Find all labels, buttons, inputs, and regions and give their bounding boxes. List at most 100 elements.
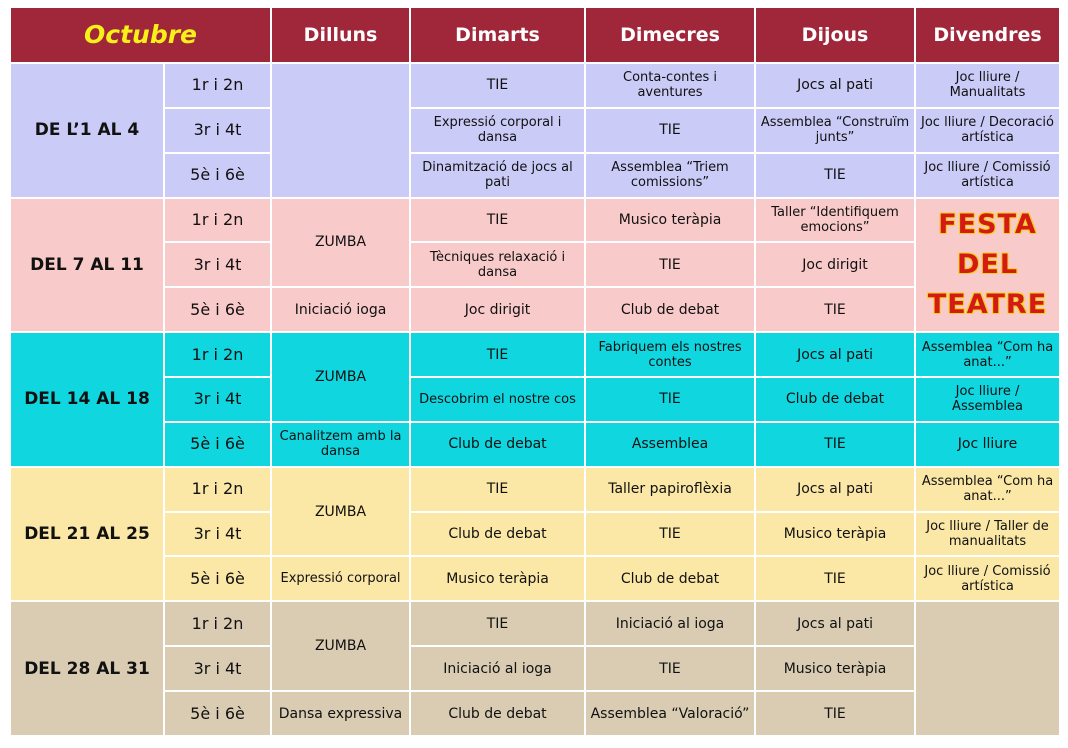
- activity-cell: Joc lliure / Taller de manualitats: [914, 510, 1062, 558]
- week-label: DEL 21 AL 25: [9, 465, 165, 603]
- activity-cell: Club de debat: [754, 376, 917, 423]
- activity-cell: Musico teràpia: [584, 196, 757, 244]
- activity-cell: Assemblea “Com ha anat...”: [914, 331, 1062, 379]
- activity-cell: Dansa expressiva: [270, 690, 412, 737]
- activity-cell: ZUMBA: [270, 196, 412, 289]
- day-header-dimecres: Dimecres: [584, 6, 757, 64]
- activity-cell: Expressió corporal: [270, 555, 412, 603]
- table-row: 5è i 6è Iniciació ioga Joc dirigit Club …: [10, 286, 1060, 334]
- table-row: 3r i 4t Expressió corporal i dansa TIE A…: [10, 106, 1062, 154]
- activity-cell: Musico teràpia: [754, 510, 917, 558]
- activity-cell: TIE: [409, 600, 587, 648]
- activity-cell: Iniciació ioga: [270, 286, 412, 334]
- group-label: 1r i 2n: [162, 331, 273, 379]
- activity-cell: Club de debat: [409, 690, 587, 737]
- activity-cell: Iniciació al ioga: [409, 645, 587, 693]
- group-label: 3r i 4t: [162, 106, 273, 154]
- group-label: 5è i 6è: [162, 420, 273, 468]
- day-header-dimarts: Dimarts: [409, 6, 587, 64]
- activity-cell: ZUMBA: [270, 465, 412, 558]
- day-header-divendres: Divendres: [914, 6, 1062, 64]
- table-row: 5è i 6è Canalitzem amb la dansa Club de …: [10, 420, 1062, 468]
- activity-cell: Club de debat: [584, 286, 757, 334]
- activity-cell: TIE: [584, 106, 757, 154]
- table-row: DEL 28 AL 31 1r i 2n ZUMBA TIE Iniciació…: [9, 600, 1062, 737]
- week-label: DEL 7 AL 11: [9, 196, 165, 334]
- festa-word: FESTA: [938, 208, 1037, 240]
- activity-cell: [270, 62, 412, 199]
- table-row: 3r i 4t Club de debat TIE Musico teràpia…: [10, 510, 1062, 558]
- activity-cell: Tècniques relaxació i dansa: [409, 241, 587, 289]
- del-word: DEL: [956, 248, 1019, 280]
- table-row: 5è i 6è Dinamització de jocs al pati Ass…: [10, 151, 1062, 199]
- group-label: 1r i 2n: [162, 62, 273, 109]
- activity-cell: Jocs al pati: [754, 62, 917, 109]
- activity-cell: Jocs al pati: [754, 465, 917, 513]
- activity-cell: Joc lliure / Comissió artística: [914, 151, 1062, 199]
- activity-cell: Joc lliure / Manualitats: [914, 62, 1062, 109]
- activity-cell: TIE: [584, 376, 757, 423]
- activity-cell: Assemblea “Construïm junts”: [754, 106, 917, 154]
- table-row: 3r i 4t Tècniques relaxació i dansa TIE …: [10, 241, 1060, 289]
- table-row: 5è i 6è Expressió corporal Musico teràpi…: [10, 555, 1062, 603]
- activity-cell: Joc lliure / Decoració artística: [914, 106, 1062, 154]
- activity-cell: ZUMBA: [270, 600, 412, 693]
- activity-cell: TIE: [584, 510, 757, 558]
- activity-cell: Assemblea “Valoració”: [584, 690, 757, 737]
- table-row: 3r i 4t Descobrim el nostre cos TIE Club…: [10, 376, 1062, 423]
- activity-cell: Assemblea “Triem comissions”: [584, 151, 757, 199]
- header-row: Octubre Dilluns Dimarts Dimecres Dijous …: [8, 6, 1062, 64]
- activity-cell: Joc lliure / Assemblea: [914, 376, 1062, 423]
- day-header-dijous: Dijous: [754, 6, 917, 64]
- activity-cell: Assemblea “Com ha anat...”: [914, 465, 1062, 513]
- activity-cell: TIE: [409, 331, 587, 379]
- group-label: 3r i 4t: [162, 510, 273, 558]
- activity-cell: Conta-contes i aventures: [584, 62, 757, 109]
- day-header-dilluns: Dilluns: [270, 6, 412, 64]
- activity-cell: Taller “Identifiquem emocions”: [754, 196, 917, 244]
- october-schedule-table: Octubre Dilluns Dimarts Dimecres Dijous …: [8, 6, 1062, 737]
- week-label: DE L’1 AL 4: [9, 62, 165, 199]
- activity-cell: TIE: [754, 286, 917, 334]
- table-row: DEL 14 AL 18 1r i 2n ZUMBA TIE Fabriquem…: [9, 331, 1062, 468]
- group-label: 1r i 2n: [162, 600, 273, 648]
- activity-cell: Joc lliure: [914, 420, 1062, 468]
- table-row: 3r i 4t Iniciació al ioga TIE Musico ter…: [10, 645, 1060, 693]
- activity-cell: Club de debat: [409, 420, 587, 468]
- activity-cell: Musico teràpia: [754, 645, 917, 693]
- activity-cell: Descobrim el nostre cos: [409, 376, 587, 423]
- activity-cell: [914, 600, 1062, 737]
- group-label: 1r i 2n: [162, 196, 273, 244]
- activity-cell: TIE: [409, 465, 587, 513]
- week-label: DEL 14 AL 18: [9, 331, 165, 468]
- activity-cell: TIE: [754, 555, 917, 603]
- group-label: 5è i 6è: [162, 151, 273, 199]
- activity-cell: TIE: [754, 151, 917, 199]
- group-label: 5è i 6è: [162, 690, 273, 737]
- activity-cell: Joc dirigit: [754, 241, 917, 289]
- activity-cell: TIE: [754, 690, 917, 737]
- activity-cell: Jocs al pati: [754, 331, 917, 379]
- group-label: 3r i 4t: [162, 376, 273, 423]
- table-row: DE L’1 AL 4 1r i 2n TIE Conta-contes i a…: [9, 62, 1062, 199]
- activity-cell: TIE: [409, 62, 587, 109]
- activity-cell: TIE: [409, 196, 587, 244]
- activity-cell: Canalitzem amb la dansa: [270, 420, 412, 468]
- month-title: Octubre: [8, 6, 273, 64]
- activity-cell: Iniciació al ioga: [584, 600, 757, 648]
- table-row: 5è i 6è Dansa expressiva Club de debat A…: [10, 690, 1060, 737]
- activity-cell: Fabriquem els nostres contes: [584, 331, 757, 379]
- group-label: 3r i 4t: [162, 241, 273, 289]
- table-row: DEL 21 AL 25 1r i 2n ZUMBA TIE Taller pa…: [9, 465, 1062, 603]
- festa-del-teatre-banner: FESTA DEL TEATRE: [914, 196, 1062, 334]
- activity-cell: Expressió corporal i dansa: [409, 106, 587, 154]
- activity-cell: TIE: [584, 241, 757, 289]
- activity-cell: ZUMBA: [270, 331, 412, 423]
- activity-cell: Dinamització de jocs al pati: [409, 151, 587, 199]
- activity-cell: Assemblea: [584, 420, 757, 468]
- week-label: DEL 28 AL 31: [9, 600, 165, 737]
- activity-cell: Club de debat: [584, 555, 757, 603]
- activity-cell: Musico teràpia: [409, 555, 587, 603]
- activity-cell: Jocs al pati: [754, 600, 917, 648]
- activity-cell: Joc lliure / Comissió artística: [914, 555, 1062, 603]
